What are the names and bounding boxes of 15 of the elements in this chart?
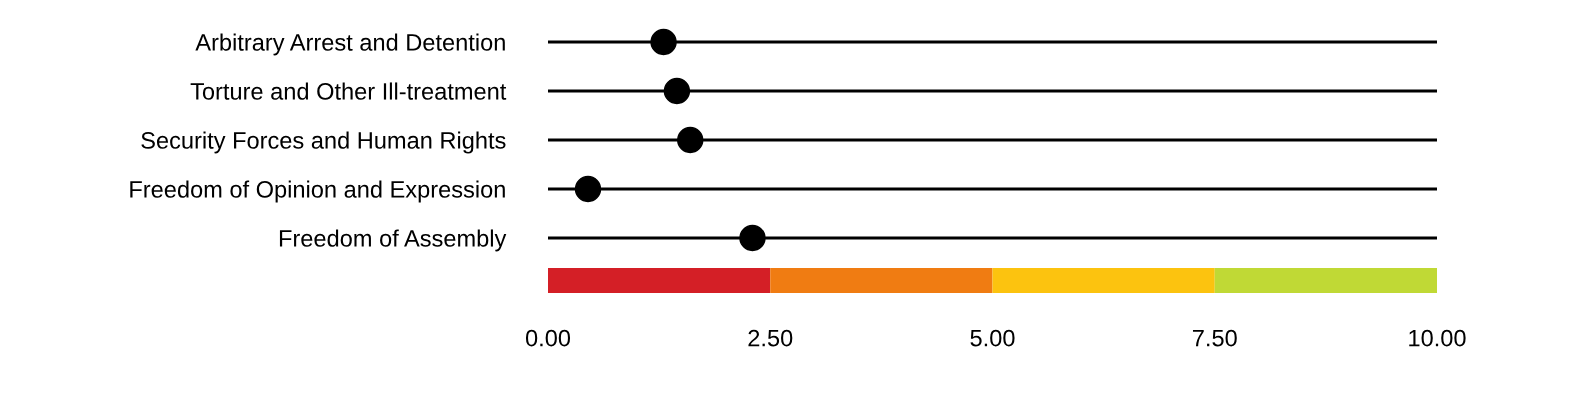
x-tick-label: 10.00	[1409, 329, 1466, 347]
point	[574, 175, 602, 203]
y-tick-label: Arbitrary Arrest and Detention	[195, 33, 505, 56]
x-tick-label: 7.50	[1192, 329, 1237, 347]
y-tick-label: Freedom of Opinion and Expression	[130, 180, 505, 203]
x-tick-label: 0.00	[525, 329, 571, 347]
point	[663, 77, 691, 105]
y-tick-label: Torture and Other Ill-treatment	[190, 82, 507, 100]
x-tick-label: 5.00	[970, 329, 1015, 347]
x-tick-label: 2.50	[748, 329, 793, 347]
y-tick-label: Freedom of Assembly	[279, 229, 507, 252]
y-tick-label: Security Forces and Human Rights	[141, 131, 506, 154]
point	[650, 28, 677, 56]
point	[677, 126, 704, 154]
point	[739, 224, 766, 252]
